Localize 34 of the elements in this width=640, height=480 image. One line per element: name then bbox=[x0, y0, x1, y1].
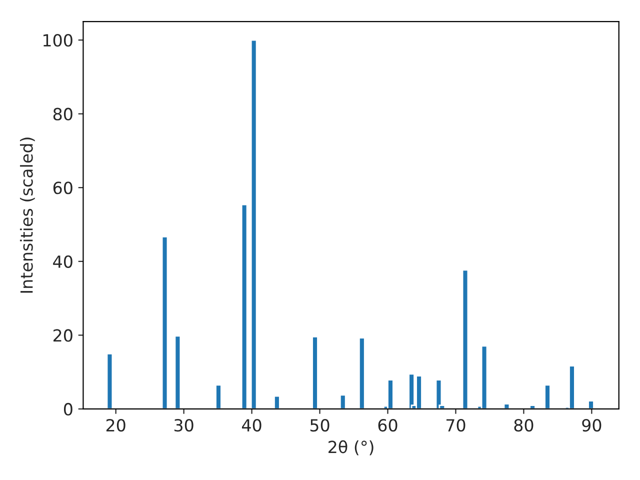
y-tick-label: 100 bbox=[43, 34, 72, 47]
x-tick-label: 70 bbox=[446, 418, 466, 432]
x-tick-label: 20 bbox=[106, 418, 126, 432]
x-tick-label: 40 bbox=[242, 418, 262, 432]
bar bbox=[568, 365, 576, 409]
bar bbox=[529, 404, 536, 409]
y-axis-title: Intensities (scaled) bbox=[20, 138, 35, 293]
y-tick-label: 0 bbox=[64, 402, 72, 416]
x-axis-title: 2θ (°) bbox=[328, 440, 374, 456]
bar bbox=[161, 236, 168, 409]
bar bbox=[588, 400, 594, 409]
x-tick-label: 60 bbox=[378, 418, 398, 432]
bar bbox=[174, 335, 182, 409]
bar bbox=[544, 384, 551, 409]
bar bbox=[215, 384, 222, 409]
y-tick-label: 40 bbox=[53, 255, 72, 268]
bar bbox=[462, 269, 469, 409]
x-tick-label: 50 bbox=[310, 418, 330, 432]
bar bbox=[387, 379, 394, 409]
y-tick-label: 60 bbox=[53, 182, 72, 194]
bar bbox=[106, 352, 114, 409]
bar bbox=[339, 394, 346, 409]
x-tick-label: 30 bbox=[174, 418, 194, 432]
bar bbox=[274, 395, 280, 409]
bar bbox=[480, 345, 488, 409]
bar bbox=[312, 336, 318, 409]
x-tick-label: 90 bbox=[582, 418, 602, 432]
bar bbox=[503, 403, 510, 409]
bar bbox=[358, 337, 366, 409]
bar bbox=[250, 39, 258, 409]
x-tick-label: 80 bbox=[514, 418, 534, 432]
y-tick-label: 20 bbox=[53, 329, 72, 342]
bar bbox=[240, 204, 248, 409]
y-tick-label: 80 bbox=[53, 108, 72, 120]
